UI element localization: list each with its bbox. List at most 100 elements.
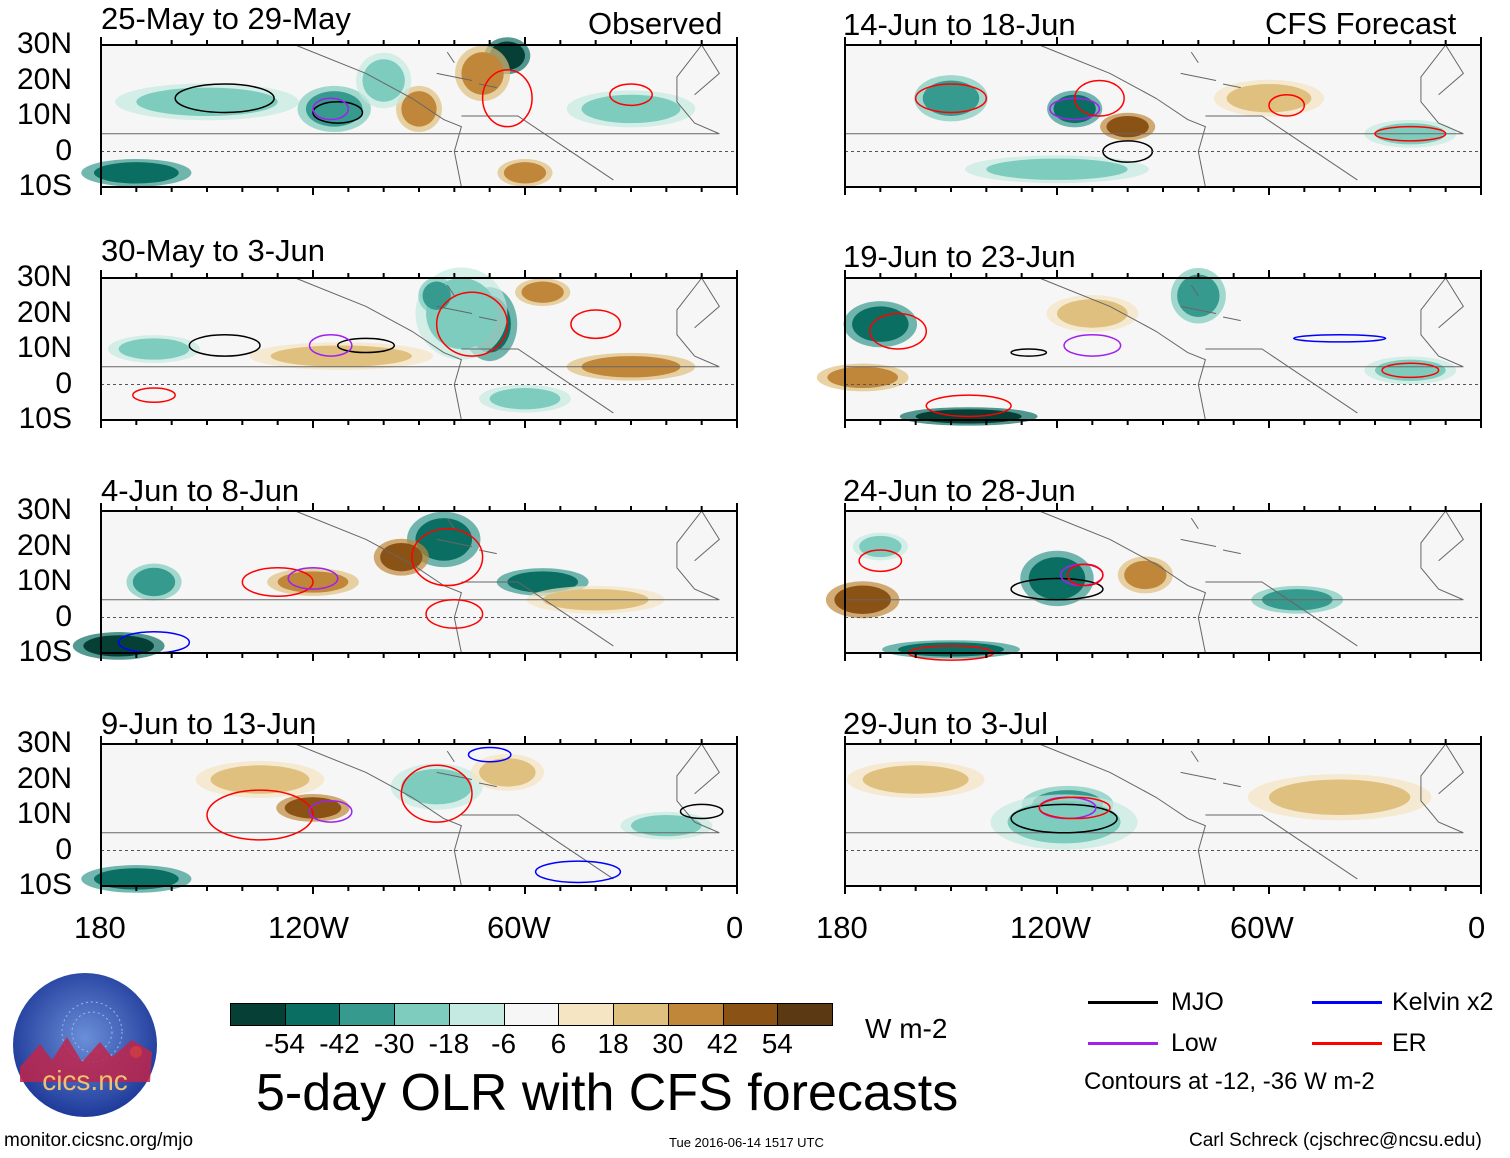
lon-label: 120W (268, 910, 349, 945)
lat-label: 10S (18, 169, 72, 202)
olr-anomaly (479, 758, 536, 787)
olr-anomaly (1007, 800, 1121, 844)
olr-anomaly (210, 765, 310, 794)
contour-line (312, 97, 350, 121)
legend-low-line (1088, 1042, 1158, 1045)
coastline (1180, 750, 1241, 788)
contour-line (481, 69, 533, 128)
colorbar-label: -18 (428, 1028, 470, 1059)
contour-line (1010, 348, 1048, 357)
legend-kelvin-line (1312, 1001, 1382, 1004)
coastline (1180, 517, 1241, 555)
colorbar-swatch (339, 1003, 396, 1026)
lat-label: 0 (55, 599, 72, 633)
panel-title: 9-Jun to 13-Jun (101, 706, 317, 741)
coastline (461, 115, 614, 181)
panel-title: 14-Jun to 18-Jun (843, 7, 1076, 42)
lat-label: 10N (16, 797, 72, 830)
coastline (101, 510, 720, 601)
contour-line (1073, 79, 1125, 117)
olr-anomaly (136, 87, 278, 116)
coastline (1039, 743, 1207, 887)
legend-mjo-label: MJO (1171, 988, 1224, 1016)
contour-line (467, 746, 512, 763)
coastline (845, 510, 1464, 601)
lon-label: 60W (1230, 910, 1294, 945)
footer-credit: Carl Schreck (cjschrec@ncsu.edu) (1189, 1130, 1482, 1151)
colorbar-swatch (722, 1003, 779, 1026)
lat-label: 0 (55, 832, 72, 866)
panel-frame (844, 44, 1482, 188)
lat-label: 0 (55, 133, 72, 167)
observed-map-panel (100, 267, 738, 428)
lat-label: 30N (16, 493, 72, 526)
contour-line (435, 291, 509, 357)
coastline (461, 581, 614, 647)
lat-label: 10N (16, 98, 72, 131)
olr-anomaly (1124, 560, 1167, 590)
colorbar-label: 6 (550, 1028, 567, 1059)
legend-er-label: ER (1392, 1029, 1427, 1057)
coastline (461, 348, 614, 414)
coastline (295, 277, 463, 421)
olr-anomaly (401, 768, 472, 805)
contour-line (174, 83, 275, 114)
forecast-map-panel (816, 268, 1482, 428)
contour-line (1381, 362, 1440, 379)
panel-title: 24-Jun to 28-Jun (843, 473, 1076, 508)
contour-line (132, 387, 176, 404)
lat-label: 10S (18, 868, 72, 901)
lon-label: 0 (726, 910, 744, 945)
colorbar-label: -54 (264, 1028, 305, 1059)
olr-anomaly (118, 338, 190, 360)
contour-line (1010, 803, 1118, 834)
olr-anomaly (1106, 116, 1149, 138)
olr-anomaly (415, 518, 472, 561)
forecast-map-panel (844, 736, 1482, 894)
contours-note: Contours at -12, -36 W m-2 (1084, 1068, 1375, 1095)
forecast-label: CFS Forecast (1265, 6, 1457, 41)
colorbar-label: 54 (761, 1028, 793, 1059)
coastline (436, 51, 497, 89)
coastline (1205, 581, 1358, 647)
footer-url[interactable]: monitor.cicsnc.org/mjo (4, 1130, 194, 1151)
coastline (295, 44, 463, 188)
panel-frame (100, 510, 738, 654)
contour-line (609, 83, 653, 107)
colorbar-swatch (284, 1003, 341, 1026)
colorbar-label: -6 (491, 1028, 517, 1059)
contour-line (312, 101, 364, 124)
contour-line (308, 800, 353, 823)
coastline (1180, 284, 1241, 322)
lon-label: 180 (74, 910, 126, 945)
panel-title: 29-Jun to 3-Jul (843, 706, 1049, 741)
lat-label: 20N (16, 62, 72, 96)
colorbar-swatch (777, 1003, 833, 1026)
forecast-map-panel (844, 37, 1482, 195)
colorbar-label: 42 (706, 1028, 739, 1059)
lat-label: 30N (16, 27, 72, 60)
olr-anomaly (461, 52, 504, 95)
logo-text: cics.nc (42, 1065, 128, 1096)
panel-frame (100, 743, 738, 887)
contour-line (1010, 577, 1104, 601)
contour-line (679, 803, 724, 820)
coastline (1205, 115, 1358, 181)
coastline (101, 277, 720, 368)
lat-label: 30N (16, 260, 72, 293)
panel-frame (844, 743, 1482, 887)
olr-anomaly (986, 158, 1128, 180)
coastline (845, 743, 1464, 834)
colorbar-swatch (448, 1003, 505, 1026)
olr-anomaly (852, 306, 909, 342)
panel-title: 19-Jun to 23-Jun (843, 239, 1076, 274)
panel-frame (100, 277, 738, 421)
olr-anomaly (1057, 299, 1128, 328)
coastline (101, 44, 720, 135)
colorbar-swatch (613, 1003, 669, 1026)
olr-anomaly (422, 281, 451, 310)
coastline (101, 743, 720, 834)
colorbar-label: -42 (319, 1028, 360, 1059)
olr-anomaly (489, 388, 561, 410)
lat-label: 20N (16, 528, 72, 562)
